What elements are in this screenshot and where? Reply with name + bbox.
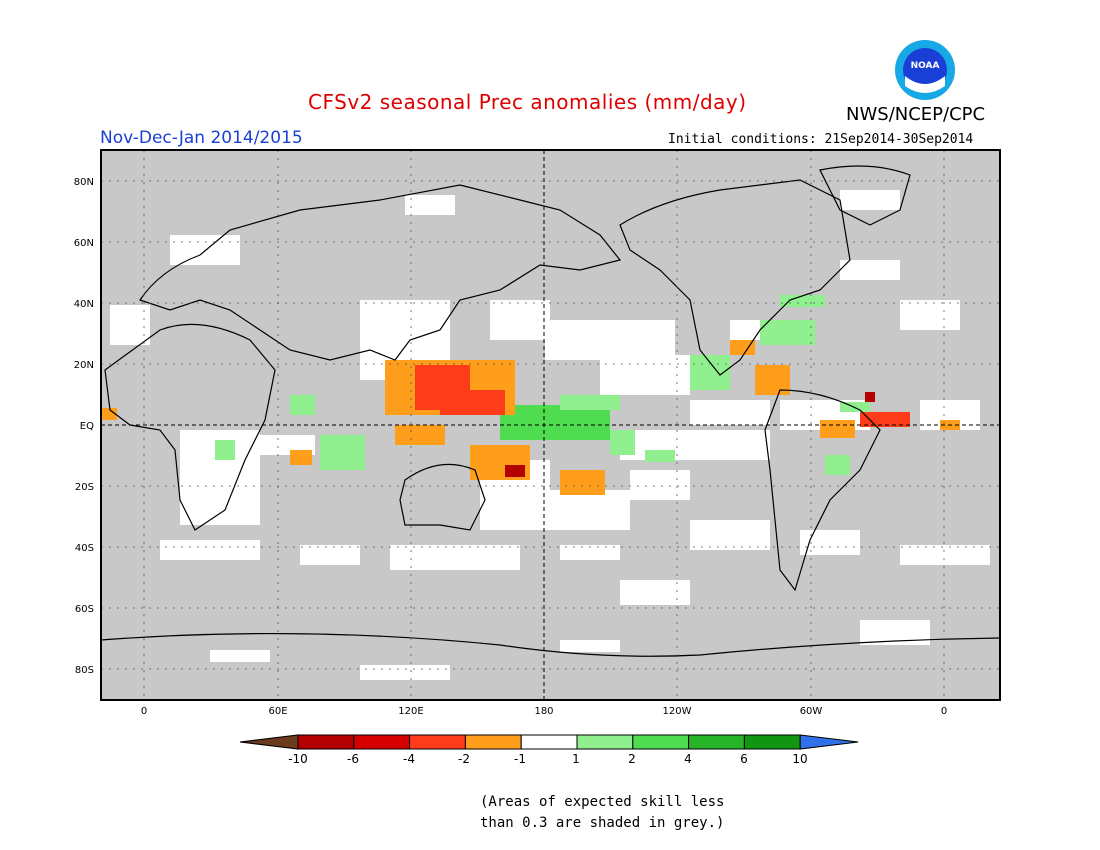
colorbar-label: -4: [403, 752, 415, 766]
colorbar-label: -6: [347, 752, 359, 766]
skill-note-line-1: (Areas of expected skill less: [480, 794, 725, 810]
colorbar: [239, 734, 859, 750]
colorbar-swatch: [632, 734, 690, 750]
colorbar-label: -1: [514, 752, 526, 766]
colorbar-swatch: [576, 734, 634, 750]
lat-label: EQ: [80, 421, 94, 432]
map-gridlines: [101, 150, 1000, 700]
colorbar-swatch: [464, 734, 522, 750]
colorbar-labels: -10 -6 -4 -2 -1 1 2 4 6 10: [288, 752, 807, 766]
coastlines: [100, 165, 1001, 657]
lat-label: 80S: [75, 665, 94, 676]
colorbar-right-arrow: [799, 734, 859, 750]
colorbar-swatch: [297, 734, 355, 750]
lat-label: 20S: [75, 482, 94, 493]
forecast-period: Nov-Dec-Jan 2014/2015: [100, 128, 303, 148]
noaa-logo: NOAA: [895, 40, 955, 100]
colorbar-left-arrow: [239, 734, 299, 750]
map-frame: [100, 149, 1001, 701]
lat-label: 40S: [75, 543, 94, 554]
lon-labels: 0 60E 120E 180 120W 60W 0: [141, 706, 947, 717]
colorbar-label: -10: [288, 752, 308, 766]
lon-label: 180: [534, 706, 553, 717]
colorbar-label: 2: [628, 752, 636, 766]
lat-labels: 80N 60N 40N 20N EQ 20S 40S 60S 80S: [74, 177, 94, 676]
lat-label: 40N: [74, 299, 94, 310]
colorbar-swatch: [743, 734, 801, 750]
lat-label: 60N: [74, 238, 94, 249]
lat-label: 20N: [74, 360, 94, 371]
colorbar-swatch: [688, 734, 745, 750]
colorbar-label: 6: [740, 752, 748, 766]
lon-label: 120E: [398, 706, 423, 717]
lon-label: 60E: [268, 706, 287, 717]
colorbar-label: -2: [458, 752, 470, 766]
colorbar-label: 4: [684, 752, 692, 766]
wet-anomaly-areas: [215, 295, 870, 475]
lon-label: 0: [941, 706, 947, 717]
equator-dateline: [101, 150, 1000, 700]
skill-note: (Areas of expected skill less than 0.3 a…: [480, 792, 724, 834]
lon-label: 120W: [663, 706, 692, 717]
lon-label: 0: [141, 706, 147, 717]
lon-label: 60W: [800, 706, 823, 717]
chart-title: CFSv2 seasonal Prec anomalies (mm/day): [308, 90, 747, 114]
initial-conditions: Initial conditions: 21Sep2014-30Sep2014: [668, 132, 974, 147]
agency-label: NWS/NCEP/CPC: [846, 104, 986, 125]
skill-note-line-2: than 0.3 are shaded in grey.): [480, 815, 725, 831]
colorbar-swatch: [409, 734, 466, 750]
lat-label: 60S: [75, 604, 94, 615]
colorbar-swatch: [353, 734, 411, 750]
noaa-logo-text: NOAA: [911, 61, 940, 71]
colorbar-label: 10: [792, 752, 807, 766]
colorbar-label: 1: [572, 752, 580, 766]
lat-label: 80N: [74, 177, 94, 188]
colorbar-swatch: [520, 734, 578, 750]
